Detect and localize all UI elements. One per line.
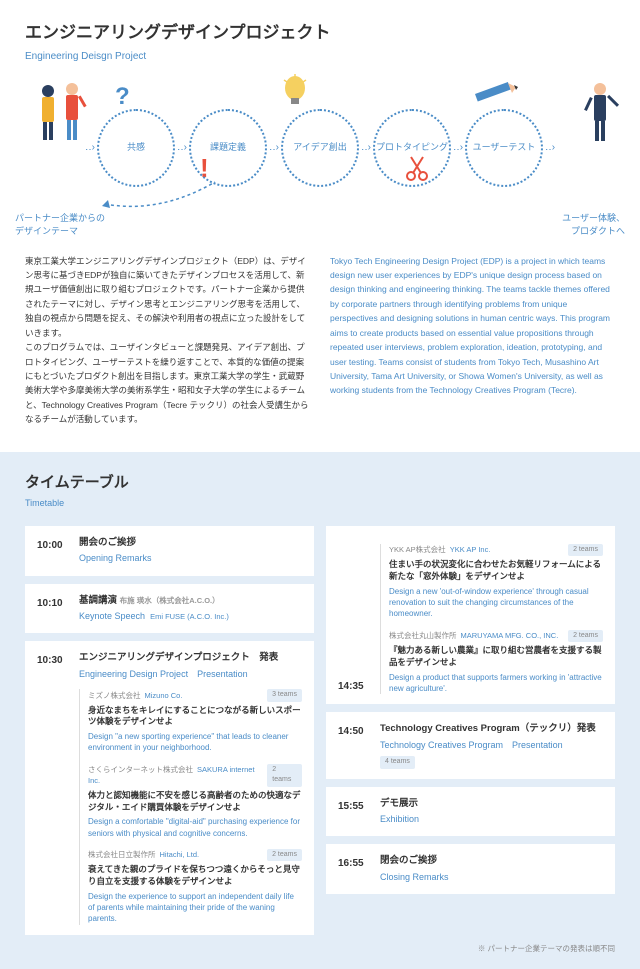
tt-label-en: Exhibition [380, 813, 603, 827]
tt-theme-jp: 住まい手の状況変化に合わせたお気軽リフォームによる新たな「窓外体験」をデザインせ… [389, 559, 603, 583]
tt-theme-jp: 体力と認知機能に不安を感じる高齢者のための快適なデジタル・エイド購買体験をデザイ… [88, 790, 302, 814]
person-right-icon [580, 79, 620, 149]
tt-label-jp: 開会のご挨拶 [79, 536, 302, 550]
tt-company: さくらインターネット株式会社SAKURA internet Inc.2 team… [88, 764, 302, 787]
teams-badge: 2 teams [568, 630, 603, 643]
teams-badge: 2 teams [267, 764, 302, 787]
tt-item: 10:30 エンジニアリングデザインプロジェクト 発表 Engineering De… [25, 641, 314, 934]
arrow-icon: ‥› [177, 140, 187, 155]
tt-company: ミズノ株式会社Mizuno Co.3 teams [88, 689, 302, 702]
tt-label-en: Keynote Speech Emi FUSE (A.C.O. Inc.) [79, 610, 302, 624]
tt-footnote: ※ パートナー企業テーマの発表は順不同 [25, 943, 615, 954]
process-diagram: ? ! ‥› 共感 ‥› 課題定義 ‥› アイデア創出 ‥› プロトタイピング … [0, 74, 640, 244]
tt-content: エンジニアリングデザインプロジェクト 発表 Engineering Design … [79, 651, 302, 924]
tt-company: 株式会社丸山製作所MARUYAMA MFG. CO., INC.2 teams [389, 630, 603, 643]
tt-label-jp: 基調講演 布施 瑛水（株式会社A.C.O.） [79, 594, 302, 608]
tt-time: 10:10 [37, 594, 69, 624]
step-4: プロトタイピング [373, 109, 451, 187]
label-right: ユーザー体験、 プロダクトへ [562, 212, 625, 239]
tt-item: 14:35 YKK AP株式会社YKK AP Inc.2 teams 住まい手の… [326, 526, 615, 705]
tt-theme-jp: 身近なまちをキレイにすることにつながる新しいスポーツ体験をデザインせよ [88, 705, 302, 729]
teams-badge: 2 teams [568, 544, 603, 557]
teams-badge: 3 teams [267, 689, 302, 702]
tt-title-en: Timetable [25, 497, 615, 511]
step-5: ユーザーテスト [465, 109, 543, 187]
desc-jp: 東京工業大学エンジニアリングデザインプロジェクト（EDP）は、デザイン思考に基づ… [25, 254, 310, 427]
tt-label-jp: 閉会のご挨拶 [380, 854, 603, 868]
tt-time: 10:30 [37, 651, 69, 924]
tt-content: 閉会のご挨拶 Closing Remarks [380, 854, 603, 884]
tt-label-en: Closing Remarks [380, 871, 603, 885]
arrow-icon: ‥› [269, 140, 279, 155]
teams-badge: 4 teams [380, 756, 415, 769]
tt-company: YKK AP株式会社YKK AP Inc.2 teams [389, 544, 603, 557]
tt-content: Technology Creatives Program（テックリ）発表 Tech… [380, 722, 603, 768]
tt-company: 株式会社日立製作所Hitachi, Ltd.2 teams [88, 849, 302, 862]
tt-content: 基調講演 布施 瑛水（株式会社A.C.O.） Keynote Speech Emi… [79, 594, 302, 624]
tt-theme-jp: 『魅力ある新しい農業』に取り組む営農者を支援する製品をデザインせよ [389, 645, 603, 669]
tt-label-jp: エンジニアリングデザインプロジェクト 発表 [79, 651, 302, 665]
label-left: パートナー企業からの デザインテーマ [15, 212, 105, 239]
arrow-icon: ‥› [361, 140, 371, 155]
title-en: Engineering Deisgn Project [25, 49, 615, 64]
tt-time: 10:00 [37, 536, 69, 566]
tt-time: 14:50 [338, 722, 370, 768]
tt-item: 10:10 基調講演 布施 瑛水（株式会社A.C.O.） Keynote Speec… [25, 584, 314, 634]
teams-badge: 2 teams [267, 849, 302, 862]
tt-item: 10:00 開会のご挨拶 Opening Remarks [25, 526, 314, 576]
tt-content: 開会のご挨拶 Opening Remarks [79, 536, 302, 566]
title-jp: エンジニアリングデザインプロジェクト [25, 20, 615, 46]
tt-theme-en: Design a new 'out-of-window experience' … [389, 586, 603, 620]
tt-sub-item: YKK AP株式会社YKK AP Inc.2 teams 住まい手の状況変化に合… [389, 544, 603, 620]
tt-theme-en: Design the experience to support an inde… [88, 891, 302, 925]
bulb-icon [280, 74, 310, 109]
tt-sub-item: 株式会社丸山製作所MARUYAMA MFG. CO., INC.2 teams … [389, 630, 603, 695]
tt-item: 16:55 閉会のご挨拶 Closing Remarks [326, 844, 615, 894]
tt-right-col: 14:35 YKK AP株式会社YKK AP Inc.2 teams 住まい手の… [326, 526, 615, 935]
tt-time: 14:35 [338, 536, 370, 695]
pencil-icon [470, 79, 520, 114]
tt-theme-en: Design a product that supports farmers w… [389, 672, 603, 694]
tt-left-col: 10:00 開会のご挨拶 Opening Remarks 10:10 基調講演 布施 瑛… [25, 526, 314, 935]
tt-item: 15:55 デモ展示 Exhibition [326, 787, 615, 837]
tt-sub-item: 株式会社日立製作所Hitachi, Ltd.2 teams 衰えてきた親のプライ… [88, 849, 302, 925]
tt-title-jp: タイムテーブル [25, 472, 615, 495]
header: エンジニアリングデザインプロジェクト Engineering Deisgn Pr… [0, 0, 640, 74]
arrow-icon: ‥› [545, 140, 555, 155]
tt-label-jp: デモ展示 [380, 797, 603, 811]
tt-label-en: Technology Creatives Program Presentatio… [380, 739, 603, 753]
tt-item: 14:50 Technology Creatives Program（テックリ）発… [326, 712, 615, 778]
description: 東京工業大学エンジニアリングデザインプロジェクト（EDP）は、デザイン思考に基づ… [0, 244, 640, 452]
tt-label-en: Engineering Design Project Presentation [79, 668, 302, 682]
person-left-icon [30, 79, 90, 149]
tt-theme-en: Design "a new sporting experience" that … [88, 731, 302, 753]
timetable: タイムテーブル Timetable 10:00 開会のご挨拶 Opening Rem… [0, 452, 640, 969]
tt-theme-en: Design a comfortable "digital-aid" purch… [88, 816, 302, 838]
arrow-icon: ‥› [453, 140, 463, 155]
tt-subs: YKK AP株式会社YKK AP Inc.2 teams 住まい手の状況変化に合… [380, 544, 603, 695]
tt-sub-item: さくらインターネット株式会社SAKURA internet Inc.2 team… [88, 764, 302, 839]
tt-content: YKK AP株式会社YKK AP Inc.2 teams 住まい手の状況変化に合… [380, 536, 603, 695]
tt-time: 16:55 [338, 854, 370, 884]
tt-label-en: Opening Remarks [79, 552, 302, 566]
tt-time: 15:55 [338, 797, 370, 827]
tt-content: デモ展示 Exhibition [380, 797, 603, 827]
tt-label-jp: Technology Creatives Program（テックリ）発表 [380, 722, 603, 736]
desc-en: Tokyo Tech Engineering Design Project (E… [330, 254, 615, 427]
tt-theme-jp: 衰えてきた親のプライドを保ちつつ遠くからそっと見守り自立を支援する体験をデザイン… [88, 864, 302, 888]
tt-subs: ミズノ株式会社Mizuno Co.3 teams 身近なまちをキレイにすることに… [79, 689, 302, 925]
step-3: アイデア創出 [281, 109, 359, 187]
tt-sub-item: ミズノ株式会社Mizuno Co.3 teams 身近なまちをキレイにすることに… [88, 689, 302, 754]
